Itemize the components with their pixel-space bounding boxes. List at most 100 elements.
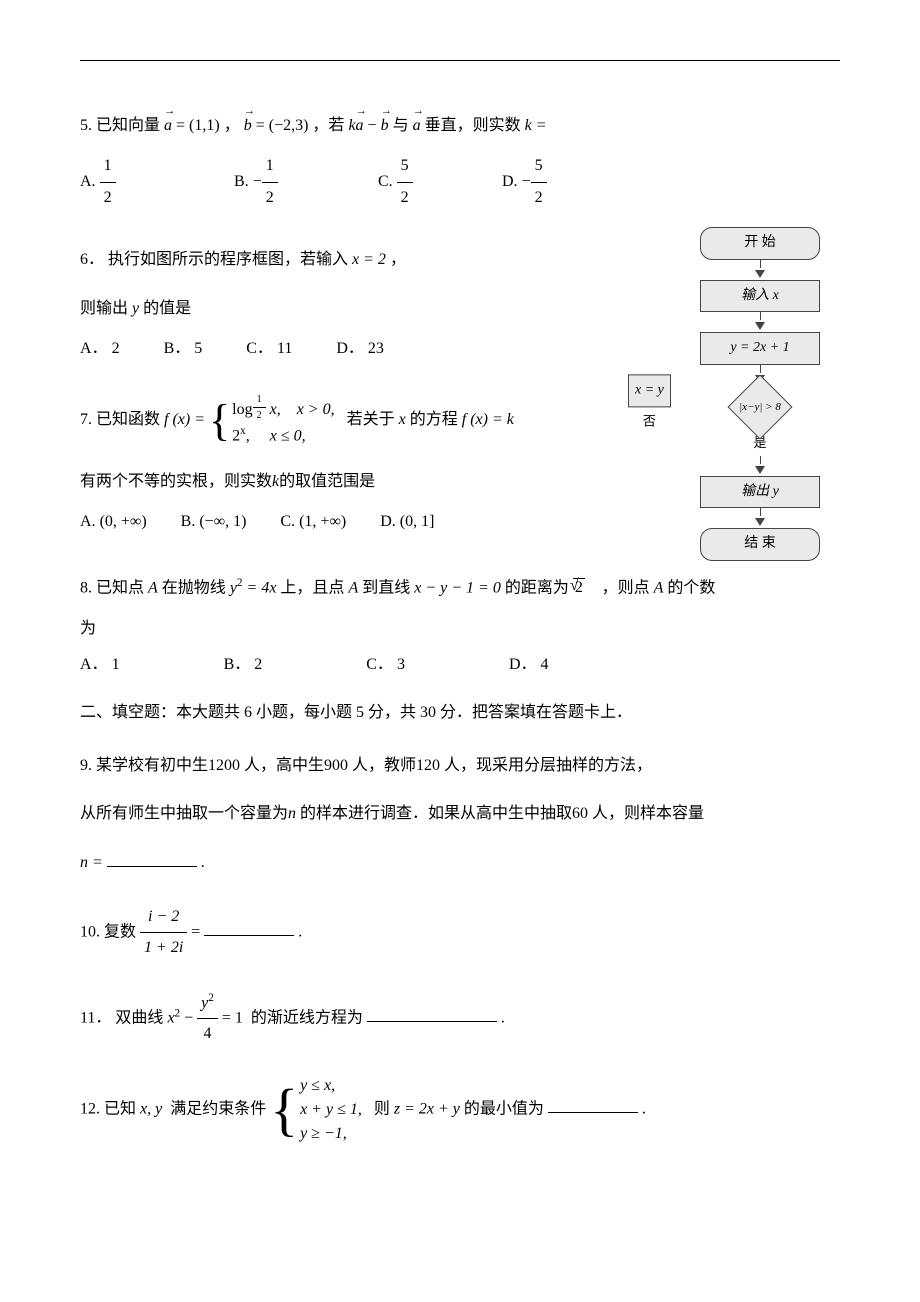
- q6-b-l: B．: [164, 334, 191, 364]
- q9-l2c: 人，则样本容量: [592, 805, 704, 822]
- q5-vec-a3: a: [413, 111, 421, 141]
- q5-sep2: ，若: [312, 117, 344, 134]
- q5-opt-d-label: D.: [502, 167, 518, 197]
- q5-opt-d: D. −52: [502, 151, 622, 213]
- q9-n4: 60: [572, 805, 588, 822]
- top-rule: [80, 60, 840, 61]
- q5-vec-b2: b: [381, 111, 389, 141]
- flowchart: 开 始 输入 x y = 2x + 1 x = y 否 |x−y| > 8 是: [650, 227, 840, 561]
- q5-vec-a2: a: [356, 111, 364, 141]
- q7-piecewise: { log12 x, x > 0, 2x, x ≤ 0,: [209, 392, 335, 448]
- q7-d-v: (0, 1]: [400, 507, 435, 537]
- q11-post: 的渐近线方程为: [251, 1009, 363, 1026]
- q11-blank: [367, 1007, 497, 1022]
- q5-mid: 与: [393, 117, 409, 134]
- q10-frac-num: i − 2: [140, 902, 187, 932]
- q6-y: y: [132, 300, 139, 317]
- q9-blank: [107, 851, 197, 866]
- q5-b-den: 2: [262, 182, 278, 213]
- q9-l2b: 的样本进行调查．如果从高中生中抽取: [300, 805, 572, 822]
- q7-r2c: ,: [246, 428, 250, 445]
- q6-c-l: C．: [246, 334, 273, 364]
- q9-line2: 从所有师生中抽取一个容量为n 的样本进行调查．如果从高中生中抽取60 人，则样本…: [80, 799, 840, 829]
- q11-minus: −: [184, 1009, 193, 1026]
- question-10: 10. 复数 i − 21 + 2i = .: [80, 902, 840, 964]
- section-2-header: 二、填空题：本大题共 6 小题，每小题 5 分，共 30 分．把答案填在答题卡上…: [80, 698, 840, 728]
- q10-num: 10.: [80, 923, 100, 940]
- q12-z: z = 2x + y: [394, 1100, 460, 1117]
- q5-c-num: 5: [397, 151, 413, 181]
- q7-fx: f (x) =: [164, 411, 205, 428]
- q7-r1c: x > 0,: [297, 401, 335, 418]
- q5-a-num: 1: [100, 151, 116, 181]
- flow-input-text: 输入 x: [741, 288, 779, 303]
- q7-pre: 已知函数: [96, 411, 160, 428]
- flow-proc-text: y = 2x + 1: [730, 340, 789, 355]
- q5-b-neg: −: [253, 167, 262, 197]
- q5-minus: −: [368, 117, 377, 134]
- q7-a-v: (0, +∞): [100, 507, 147, 537]
- q8-a-l: A．: [80, 650, 108, 680]
- q12-blank: [548, 1098, 638, 1113]
- q7-b-v: (−∞, 1): [199, 507, 246, 537]
- q12-r3: y ≥ −1,: [300, 1122, 362, 1146]
- q6-d-l: D．: [336, 334, 364, 364]
- q5-opt-b-label: B.: [234, 167, 249, 197]
- question-6: 6． 执行如图所示的程序框图，若输入 x = 2 ，: [80, 245, 640, 275]
- q8-opt-c: C． 3: [366, 650, 405, 680]
- q10-eq: =: [191, 923, 200, 940]
- q8-a-v: 1: [112, 650, 120, 680]
- q11-eq: = 1: [222, 1009, 243, 1026]
- q8-d-l: D．: [509, 650, 537, 680]
- q10-frac-den: 1 + 2i: [140, 932, 187, 963]
- q6-stem1: 执行如图所示的程序框图，若输入: [108, 251, 348, 268]
- q7-a-l: A.: [80, 507, 96, 537]
- q6-comma: ，: [390, 251, 406, 268]
- question-5: 5. 已知向量 a = (1,1) ， b = (−2,3) ，若 ka − b…: [80, 111, 840, 141]
- q9-l2a: 从所有师生中抽取一个容量为: [80, 805, 288, 822]
- q8-num: 8.: [80, 579, 92, 596]
- q7-c-l: C.: [280, 507, 295, 537]
- q7-b-l: B.: [181, 507, 196, 537]
- q8-b-v: 2: [254, 650, 262, 680]
- q6-opt-c: C． 11: [246, 334, 292, 364]
- flow-assign-text: x = y: [635, 383, 664, 398]
- q6-d-v: 23: [368, 334, 384, 364]
- q8-A: A: [148, 579, 158, 596]
- q6-opt-b: B． 5: [164, 334, 203, 364]
- q7-opt-d: D. (0, 1]: [380, 507, 434, 537]
- question-11: 11． 双曲线 x2 − y24 = 1 的渐近线方程为 .: [80, 988, 840, 1050]
- flow-assign: x = y: [628, 375, 671, 408]
- q6-stem2-post: 的值是: [143, 300, 191, 317]
- q7-r2d: x ≤ 0,: [270, 428, 306, 445]
- q8-b-l: B．: [224, 650, 251, 680]
- q11-pre: 双曲线: [115, 1009, 163, 1026]
- q7-mid: 若关于: [347, 411, 395, 428]
- flow-cond: |x−y| > 8: [700, 385, 820, 429]
- flow-start: 开 始: [700, 227, 820, 260]
- q7-r2a: 2: [232, 428, 240, 445]
- q7-line2: 有两个不等的实根，则实数k的取值范围是: [80, 467, 640, 497]
- q8-A3: A: [654, 579, 664, 596]
- q11-x: x: [167, 1009, 174, 1026]
- q7-d-l: D.: [380, 507, 396, 537]
- q9-n: n: [288, 805, 296, 822]
- q7-eq: f (x) = k: [462, 411, 514, 428]
- q7-x: x: [399, 411, 406, 428]
- q8-opt-b: B． 2: [224, 650, 263, 680]
- q8-mid2: 上，且点: [280, 579, 344, 596]
- q6-opt-d: D． 23: [336, 334, 384, 364]
- q11-y2: 2: [208, 992, 214, 1004]
- q5-d-den: 2: [531, 182, 547, 213]
- q11-x2: 2: [175, 1007, 181, 1019]
- q9-l1b: 人，高中生: [244, 757, 324, 774]
- q8-d-v: 4: [541, 650, 549, 680]
- question-7: 7. 已知函数 f (x) = { log12 x, x > 0, 2x, x …: [80, 392, 640, 448]
- q5-opt-a: A. 12: [80, 151, 230, 213]
- q5-post: 垂直，则实数: [425, 117, 521, 134]
- q6-b-v: 5: [194, 334, 202, 364]
- q12-r1: y ≤ x,: [300, 1074, 362, 1098]
- q12-pre: 已知: [104, 1100, 136, 1117]
- q7-r1b: x,: [270, 401, 281, 418]
- q8-parab-sup: 2: [237, 577, 243, 589]
